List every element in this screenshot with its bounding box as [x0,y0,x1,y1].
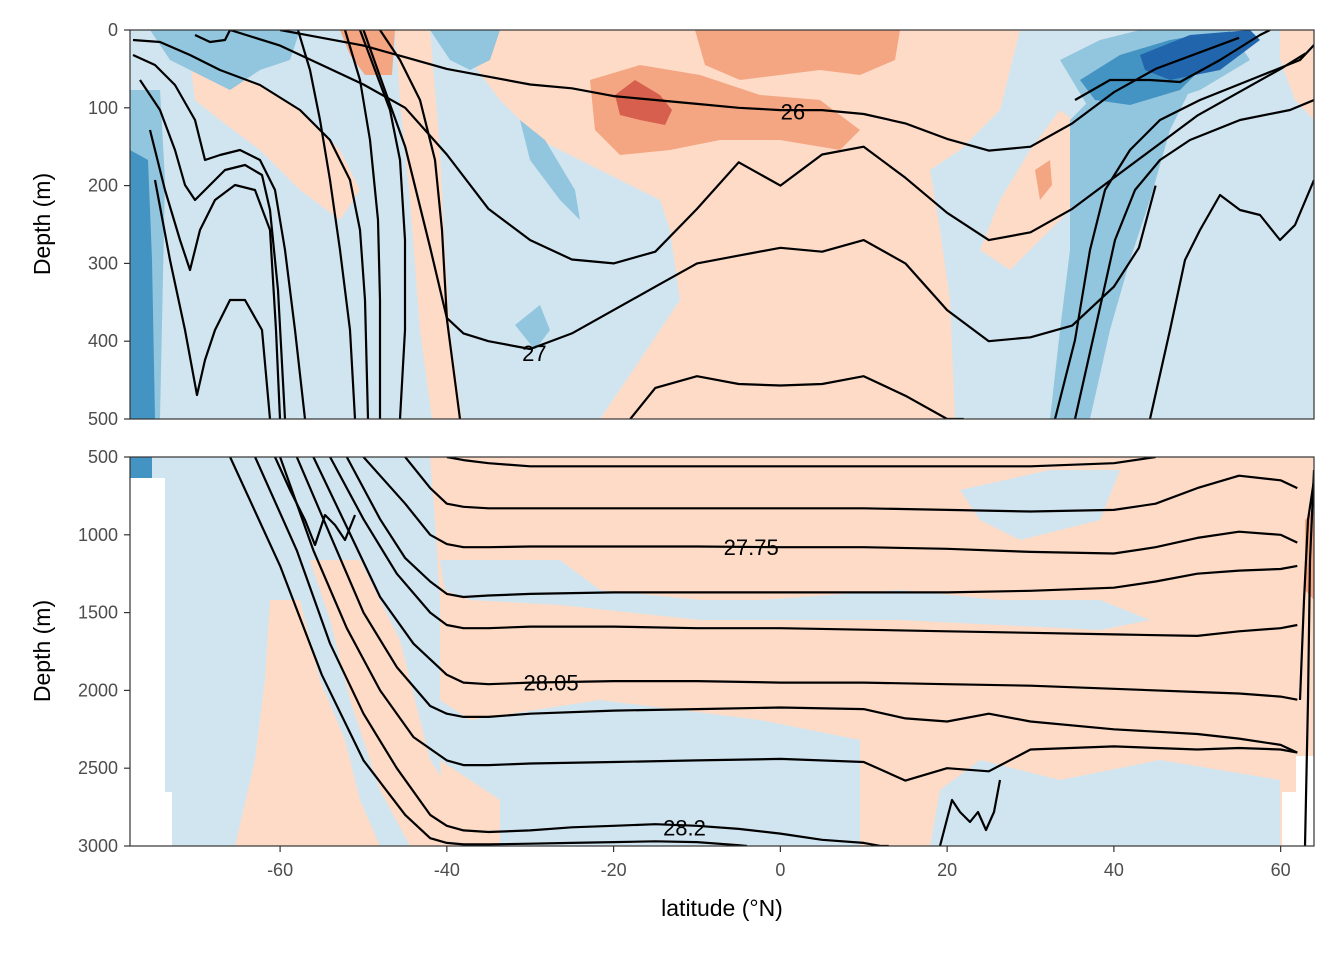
lower-anomaly-field [130,457,1314,846]
isopycnal-north-3 [1148,179,1314,419]
isopycnal-contour [362,30,1157,351]
lower-y-axis: 500 1000 1500 2000 2500 3000 [78,447,130,856]
contour-label: 28.05 [524,671,579,696]
x-tick-label: 20 [937,860,957,880]
isopycnal-south-top [194,30,231,44]
upper-contour-labels: 26 27 [522,100,805,366]
y-tick-label: 300 [88,253,118,273]
y-tick-label: 3000 [78,836,118,856]
isopycnal-contour [446,457,1156,468]
isopycnal-deep-spike [938,779,1002,846]
x-tick-label: 60 [1271,860,1291,880]
x-tick-label: -60 [267,860,293,880]
lower-southern-isopycnals [273,457,1314,846]
isopycnal-mid-2 [358,30,407,419]
field-patch-cool-north-max [1140,30,1260,80]
contour-label: 26 [781,100,805,125]
isopycnal-south-5 [153,179,272,419]
isopycnal-south-4 [148,129,282,419]
isopycnal-mid-3 [343,30,382,419]
y-tick-label: 500 [88,447,118,467]
isopycnal-mid-1 [379,30,462,419]
isopycnal-contour [312,457,1298,701]
x-axis-title: latitude (°N) [661,895,783,921]
upper-northern-isopycnals [194,30,1314,419]
y-tick-label: 400 [88,331,118,351]
isopycnal-contour [229,30,1307,265]
field-patch-warm-deep-interior [430,457,1314,846]
field-patch-warm-south-slope [310,560,500,846]
x-tick-label: 40 [1104,860,1124,880]
upper-y-axis-title: Depth (m) [29,173,55,275]
field-patch-cool-basin [500,760,860,846]
y-tick-label: 100 [88,98,118,118]
isopycnal-contour [229,457,748,846]
isopycnal-north-1 [1053,44,1314,419]
isopycnal-contour [329,457,1298,638]
field-patch-cool-south-wall [130,150,155,419]
isopycnal-north-4 [1074,30,1271,101]
upper-panel: 0 100 200 300 400 500 Depth (m) 26 27 [29,20,1315,429]
contour-label: 27 [522,341,546,366]
y-tick-label: 2500 [78,758,118,778]
isopycnal-deep-north-edge-2 [1298,479,1314,701]
field-patch-warm-south-shallow [190,60,360,220]
y-tick-label: 0 [108,20,118,40]
isopycnal-contour [279,457,1298,782]
x-tick-label: 0 [775,860,785,880]
lower-isopycnals [229,457,1298,846]
contour-label: 28.2 [663,815,706,840]
field-patch-cool-south-surface [150,30,300,90]
isopycnal-contour [295,457,1298,754]
field-missing-south [130,478,172,846]
upper-panel-frame [129,29,1315,420]
isopycnal-deep-south-1 [273,457,357,547]
upper-y-axis: 0 100 200 300 400 500 [88,20,130,429]
field-patch-warm-midlat-south [395,30,462,419]
isopycnal-contour [629,375,964,419]
upper-southern-isopycnals [132,30,462,419]
lower-contour-labels: 27.75 28.05 28.2 [524,535,779,840]
isopycnal-south-2 [132,53,307,419]
isopycnal-south-1 [132,38,370,419]
field-patch-warm-subsurface [590,65,860,155]
y-tick-label: 2000 [78,680,118,700]
isopycnal-contour [345,457,1298,599]
field-patch-cool-midlat [430,30,500,70]
isopycnal-contour [254,457,889,846]
isopycnal-deep-north-edge [1303,469,1314,846]
x-tick-label: -40 [434,860,460,880]
field-patch-warm-south-column [235,600,380,846]
isopycnal-north-2 [1073,98,1314,419]
upper-anomaly-field [130,30,1314,419]
contour-label: 27.75 [724,535,779,560]
field-patch-cool-spot [515,305,550,350]
x-axis: -60 -40 -20 0 20 40 60 [267,846,1291,880]
field-patch-warm-surface-north [695,30,900,80]
lower-panel-frame [129,456,1315,847]
field-patch-warm-streak [1035,160,1052,200]
lower-y-axis-title: Depth (m) [29,600,55,702]
field-patch-cool-mid-band [440,560,1150,630]
field-patch-warm-core [615,80,672,125]
field-patch-cool-east-band [960,470,1120,540]
isopycnal-mid-4 [296,30,357,419]
isopycnal-contour [404,457,1298,513]
y-tick-label: 1500 [78,603,118,623]
isopycnal-contour [362,457,1298,555]
x-tick-label: -20 [601,860,627,880]
y-tick-label: 500 [88,409,118,429]
isopycnal-south-3 [139,79,287,419]
field-patch-cool-north-band [1050,60,1200,419]
y-tick-label: 200 [88,176,118,196]
upper-isopycnals [229,30,1307,419]
y-tick-label: 1000 [78,525,118,545]
isopycnal-contour [279,30,1240,152]
field-patch-cool-streak [520,120,580,220]
